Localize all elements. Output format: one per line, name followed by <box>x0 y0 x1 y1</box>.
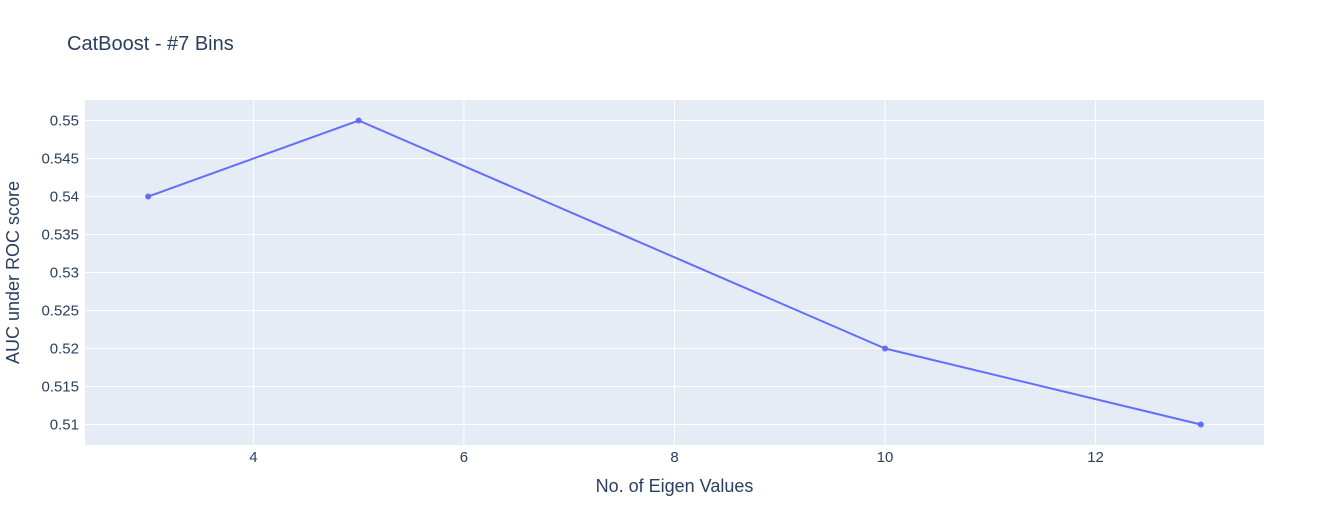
x-axis-tick-labels: 4 6 8 10 12 <box>249 449 1104 466</box>
y-axis-tick-labels: 0.51 0.515 0.52 0.525 0.53 0.535 0.54 0.545 0.55 <box>41 113 79 434</box>
data-series <box>145 117 1204 428</box>
data-point[interactable] <box>355 117 362 124</box>
x-tick-label: 8 <box>670 449 678 466</box>
data-point[interactable] <box>1197 421 1204 428</box>
x-tick-label: 12 <box>1087 449 1104 466</box>
x-tick-label: 10 <box>877 449 894 466</box>
y-tick-label: 0.525 <box>41 302 79 319</box>
data-point[interactable] <box>145 193 152 200</box>
y-tick-label: 0.55 <box>50 113 79 130</box>
y-axis-title: AUC under ROC score <box>3 181 23 364</box>
y-tick-label: 0.53 <box>50 265 79 282</box>
x-axis-title: No. of Eigen Values <box>596 476 754 496</box>
chart-title: CatBoost - #7 Bins <box>67 33 234 55</box>
y-tick-label: 0.52 <box>50 340 79 357</box>
series-line <box>147 119 1202 426</box>
y-tick-label: 0.545 <box>41 151 79 168</box>
grid-lines <box>85 100 1264 445</box>
y-tick-label: 0.51 <box>50 416 79 433</box>
data-point[interactable] <box>882 345 889 352</box>
x-tick-label: 4 <box>249 449 257 466</box>
y-tick-label: 0.515 <box>41 378 79 395</box>
y-tick-label: 0.535 <box>41 227 79 244</box>
y-tick-label: 0.54 <box>50 189 79 206</box>
x-tick-label: 6 <box>460 449 468 466</box>
